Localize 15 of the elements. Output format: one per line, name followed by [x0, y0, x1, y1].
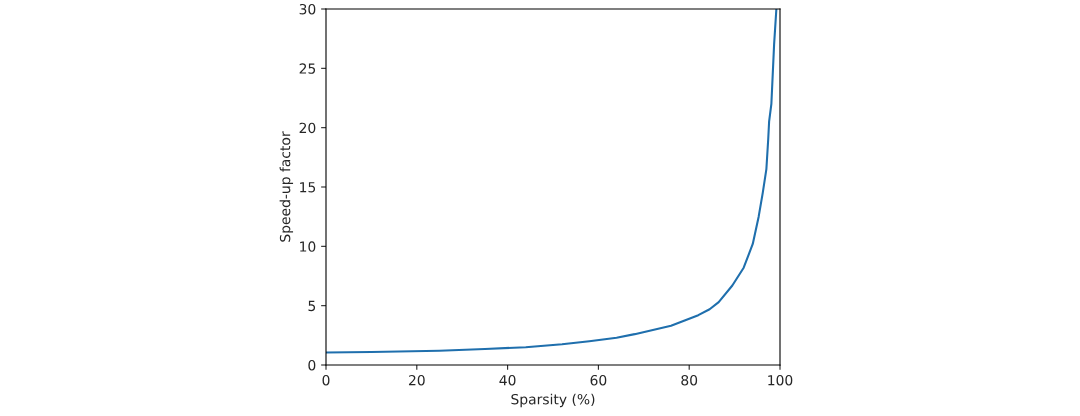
y-tick-label: 30 [299, 3, 316, 15]
y-tick-label: 15 [300, 182, 316, 193]
y-axis-title: Speed-up factor [279, 131, 294, 242]
y-tick-label: 25 [299, 63, 316, 74]
y-tick-label: 5 [308, 300, 316, 312]
x-axis-title: Sparsity (%) [511, 393, 595, 408]
y-tick-label: 20 [299, 122, 316, 134]
x-tick-label: 20 [408, 374, 425, 386]
y-tick-label: 0 [308, 359, 316, 371]
x-tick-label: 100 [768, 374, 793, 386]
x-tick-label: 60 [590, 374, 607, 386]
x-tick-label: 80 [681, 374, 698, 386]
x-tick-label: 0 [322, 374, 330, 386]
x-tick-label: 40 [499, 374, 516, 386]
y-tick-label: 10 [300, 241, 316, 252]
